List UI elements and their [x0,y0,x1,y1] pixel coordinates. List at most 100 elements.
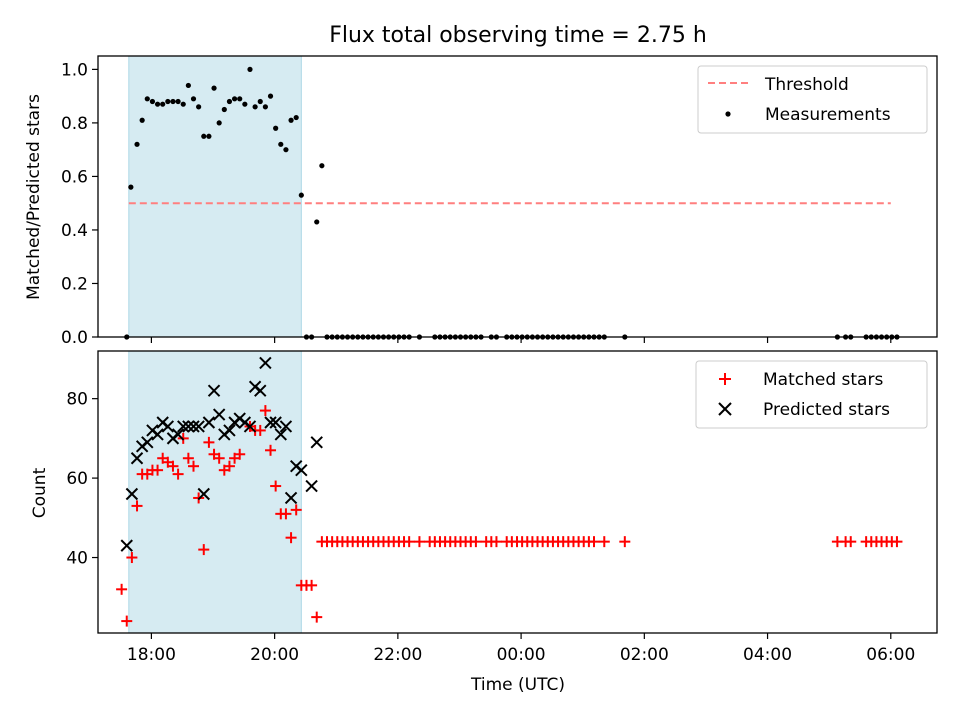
y-tick-label: 0.4 [61,221,88,241]
legend-measurements-label: Measurements [765,105,891,125]
bottom-legend: Matched stars Predicted stars [695,360,928,429]
measurement-point [283,147,289,153]
x-tick-label: 06:00 [866,645,915,665]
predicted-point [223,424,236,437]
matched-point [234,448,246,460]
measurement-point [175,98,181,105]
x-axis-label: Time (UTC) [470,675,565,695]
predicted-point [310,436,323,449]
matched-point [131,500,143,512]
measurement-point [252,104,258,110]
predicted-point [151,428,164,441]
measurement-point [247,66,253,72]
matched-point [172,468,184,480]
matched-point [182,452,194,464]
matched-point [619,536,631,548]
predicted-point [274,428,288,441]
bottom-plot-frame [97,350,938,634]
y-tick-label: 0.2 [61,274,88,294]
x-tick-label: 22:00 [373,645,422,665]
predicted-point [243,420,257,433]
measurement-point [185,82,191,89]
matched-point [470,536,482,548]
measurement-point [149,98,156,105]
y-tick-label: 0.6 [61,167,88,187]
legend-measurements-swatch [725,111,731,117]
matched-point [598,536,610,548]
matched-point [167,460,179,472]
measurement-point [242,101,248,107]
predicted-point [254,384,267,397]
matched-point [270,480,282,492]
top-legend-box [697,65,928,134]
measurement-point [180,101,186,107]
measurement-point [190,96,197,102]
x-tick-label: 02:00 [620,645,669,665]
matched-point [490,536,502,548]
y-tick-label: 40 [66,549,88,569]
matched-point [203,436,215,448]
matched-point [254,424,266,436]
matched-point [188,460,200,472]
highlight-span [128,55,302,338]
measurement-point [319,163,325,169]
predicted-point [284,491,298,505]
top-y-axis-label: Matched/Predicted stars [24,94,44,300]
matched-point [213,452,225,464]
legend-matched-swatch [719,373,731,385]
top-legend: Threshold Measurements [697,65,928,134]
top-panel: 0.0 0.2 0.4 0.6 0.8 1.0 Matched/Predicted sta… [24,55,938,348]
matched-point [306,579,318,591]
matched-point [891,536,903,548]
matched-point [259,405,271,417]
top-plot-frame [97,55,938,338]
predicted-point [259,356,272,370]
measurement-point [201,133,207,139]
legend-predicted-swatch [718,402,732,416]
measurement-point [278,141,284,147]
measurement-point [237,96,243,102]
matched-point [311,611,323,623]
bottom-legend-box [695,360,928,429]
measurement-point [262,104,268,110]
predicted-point [141,436,154,449]
x-tick-label: 04:00 [743,645,792,665]
measurement-point [288,117,294,123]
matched-point [265,444,277,456]
y-tick-label: 0.0 [61,328,88,348]
legend-threshold-label: Threshold [764,75,849,95]
predicted-point [305,479,318,493]
predicted-point [130,452,144,465]
measurement-point [170,98,176,105]
matched-point [290,504,302,516]
bottom-panel: 40 60 80 18:00 20:00 22:00 00:00 02:00 04:00 06:… [30,350,938,695]
measurement-point [206,133,212,139]
measurement-point [165,98,171,105]
matched-point [845,536,857,548]
predicted-point [279,420,293,433]
x-tick-label: 00:00 [497,645,546,665]
y-tick-label: 0.8 [61,114,88,134]
highlight-span [128,350,302,634]
matched-point [403,536,415,548]
matched-point [280,508,292,520]
predicted-point [187,420,200,433]
chart-title: Flux total observing time = 2.75 h [329,23,707,48]
predicted-point [192,420,205,433]
measurement-point [298,192,304,198]
bottom-y-axis-label: Count [30,467,50,518]
measurement-point [257,98,263,105]
legend-predicted-label: Predicted stars [763,400,890,420]
measurement-point [293,114,299,121]
predicted-point [207,384,221,397]
x-tick-label: 20:00 [250,645,299,665]
predicted-point [295,463,308,477]
measurement-point [267,93,274,99]
measurement-point [154,101,161,107]
predicted-point [202,416,216,429]
measurement-point [273,125,279,131]
matched-point [121,615,133,627]
predicted-point [161,420,175,433]
measurement-point [160,101,166,107]
predicted-point [171,428,185,441]
